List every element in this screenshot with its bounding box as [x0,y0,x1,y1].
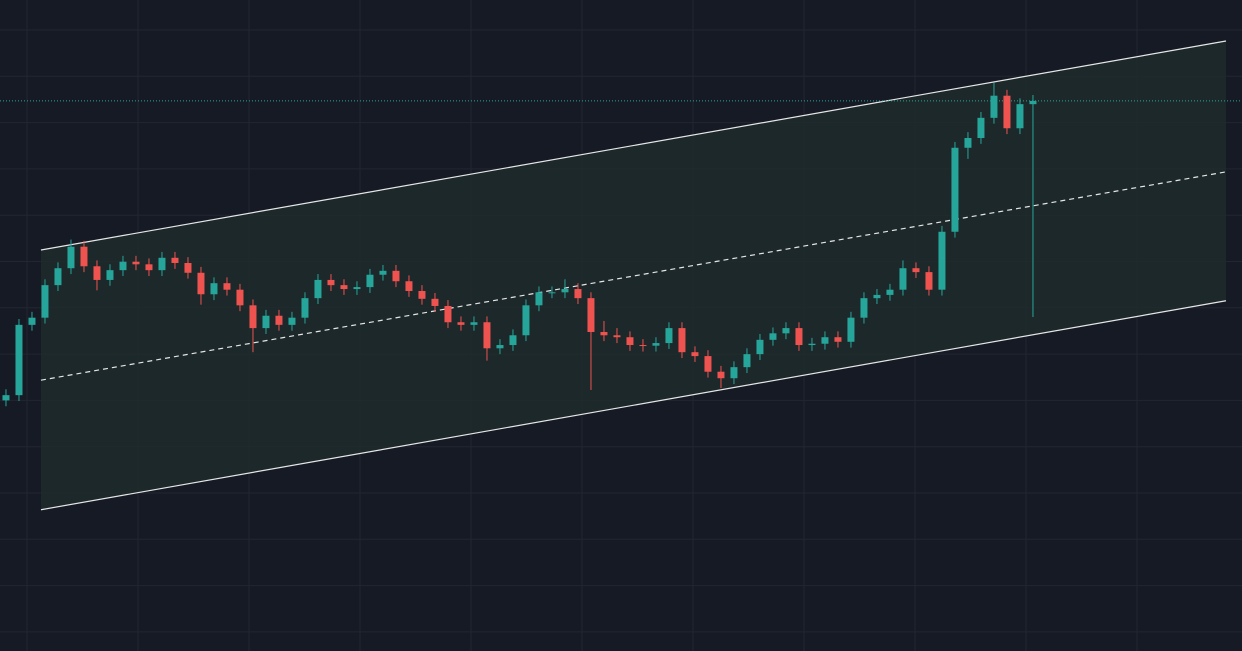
candle-body [899,268,907,290]
candle-body [873,294,881,299]
candle-body [392,270,400,282]
channel-fill [40,41,1227,510]
candle-body [171,257,179,264]
candle-body [119,261,127,271]
candle-body [457,322,465,325]
candle-body [704,356,712,372]
candle-body [41,285,49,318]
candle-body [327,279,335,286]
candle-body [717,371,725,379]
candle-body [340,285,348,290]
candle-body [418,290,426,299]
candle-body [808,343,816,346]
candle-body [379,270,387,275]
candle-body [795,328,803,346]
candle-body [67,246,75,269]
candle-body [665,328,673,344]
candle-body [496,345,504,349]
candle-body [951,147,959,232]
candle-body [470,322,478,325]
candle-body [639,345,647,347]
candle-body [548,292,556,294]
candle-body [262,315,270,329]
candle-body [938,231,946,290]
candle-body [80,246,88,267]
candle-body [678,328,686,353]
candle-body [977,117,985,139]
candle-body [405,281,413,291]
candle-body [925,272,933,290]
candle-body [54,268,62,286]
candle-body [1003,95,1011,129]
candle-body [158,257,166,271]
candle-body [522,305,530,336]
candle-body [964,138,972,148]
candle-body [1029,100,1037,105]
candle-body [652,343,660,346]
candle-body [769,333,777,340]
candle-body [535,292,543,306]
candle-body [106,270,114,280]
candle-body [626,337,634,346]
candle-body [756,339,764,355]
channel-upper-line [40,40,1227,251]
candle-body [561,289,569,293]
candle-body [249,305,257,329]
candle-body [444,305,452,323]
candle-body [15,324,23,396]
candle-body [613,335,621,338]
candle-body [28,317,36,325]
candle-body [236,289,244,306]
candle-body [483,322,491,349]
candle-body [782,328,790,334]
candle-body [600,332,608,336]
candle-body [93,266,101,280]
candle-body [1016,104,1024,129]
channel-lower-line [40,300,1227,511]
candle-body [353,287,361,290]
candle-body [314,279,322,299]
candle-body [145,264,153,271]
candle-body [223,283,231,290]
candle-body [275,315,283,325]
candle-body [509,335,517,346]
candle-body [288,317,296,325]
candle-body [184,263,192,273]
candle-body [860,298,868,318]
candle-body [197,272,205,295]
candle-body [301,298,309,318]
candle-body [210,283,218,295]
candle-body [431,298,439,306]
candle-body [366,274,374,288]
candle-body [834,337,842,342]
candle-body [847,317,855,342]
channel-middle-line [40,171,1227,381]
candle-body [821,337,829,344]
candle-body [2,395,10,401]
candle-body [691,352,699,357]
candle-body [132,261,140,265]
candle-body [574,289,582,299]
candle-body [912,268,920,273]
candle-body [886,289,894,295]
candle-body [743,354,751,368]
candle-body [730,367,738,379]
candle-body [587,298,595,333]
candle-body [990,95,998,118]
